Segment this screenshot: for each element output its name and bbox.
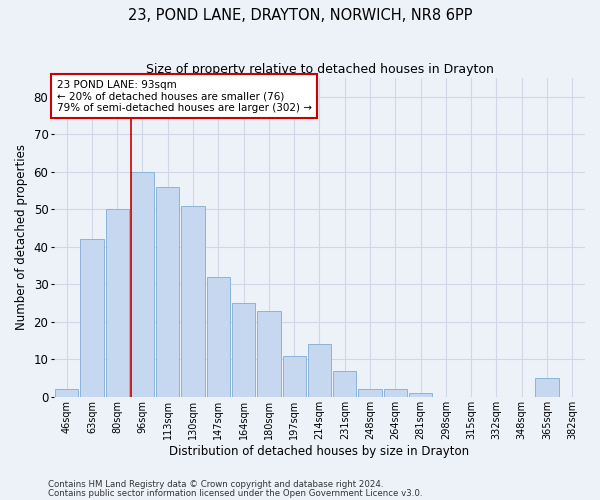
Bar <box>156 187 179 397</box>
X-axis label: Distribution of detached houses by size in Drayton: Distribution of detached houses by size … <box>169 444 470 458</box>
Bar <box>106 210 129 397</box>
Bar <box>283 356 306 397</box>
Bar <box>535 378 559 397</box>
Text: 23 POND LANE: 93sqm
← 20% of detached houses are smaller (76)
79% of semi-detach: 23 POND LANE: 93sqm ← 20% of detached ho… <box>56 80 311 113</box>
Bar <box>55 390 78 397</box>
Text: Contains public sector information licensed under the Open Government Licence v3: Contains public sector information licen… <box>48 489 422 498</box>
Bar <box>232 303 255 397</box>
Y-axis label: Number of detached properties: Number of detached properties <box>15 144 28 330</box>
Bar <box>80 240 104 397</box>
Bar <box>409 393 432 397</box>
Bar <box>333 370 356 397</box>
Bar <box>358 390 382 397</box>
Title: Size of property relative to detached houses in Drayton: Size of property relative to detached ho… <box>146 62 493 76</box>
Bar <box>131 172 154 397</box>
Bar <box>207 277 230 397</box>
Text: 23, POND LANE, DRAYTON, NORWICH, NR8 6PP: 23, POND LANE, DRAYTON, NORWICH, NR8 6PP <box>128 8 472 22</box>
Bar <box>384 390 407 397</box>
Bar <box>181 206 205 397</box>
Bar <box>257 310 281 397</box>
Bar <box>308 344 331 397</box>
Text: Contains HM Land Registry data © Crown copyright and database right 2024.: Contains HM Land Registry data © Crown c… <box>48 480 383 489</box>
